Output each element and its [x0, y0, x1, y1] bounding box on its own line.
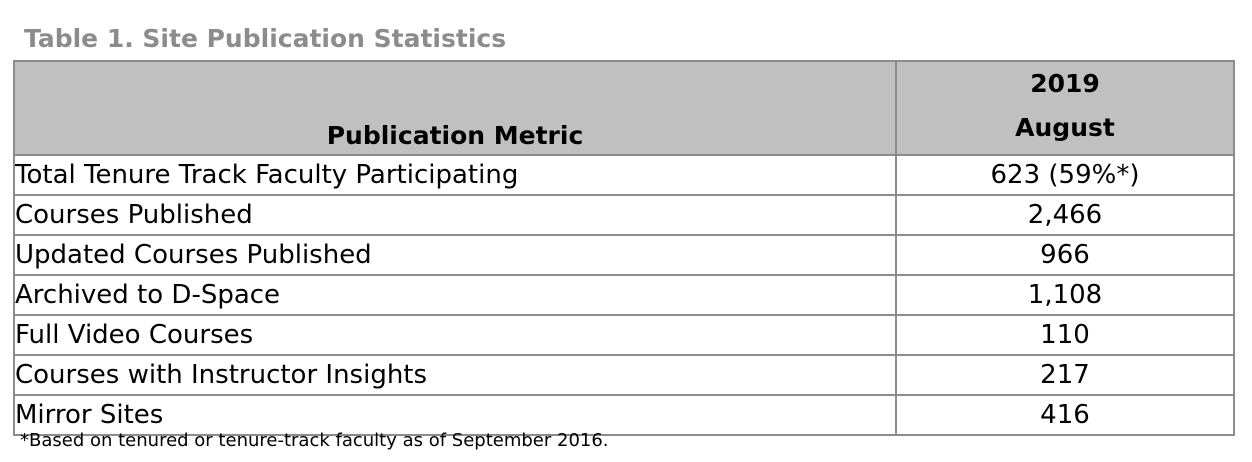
row-metric-value: 2,466: [895, 194, 1235, 236]
row-metric-label: Full Video Courses: [13, 314, 897, 356]
table-row: Updated Courses Published 966: [13, 234, 1235, 276]
table-row: Total Tenure Track Faculty Participating…: [13, 154, 1235, 196]
table-row: Archived to D-Space 1,108: [13, 274, 1235, 316]
header-month: August: [1015, 113, 1115, 142]
table-row: Full Video Courses 110: [13, 314, 1235, 356]
row-metric-label: Updated Courses Published: [13, 234, 897, 276]
table-row: Courses Published 2,466: [13, 194, 1235, 236]
row-metric-value: 110: [895, 314, 1235, 356]
row-metric-label: Archived to D-Space: [13, 274, 897, 316]
table-footnote: *Based on tenured or tenure-track facult…: [20, 430, 609, 451]
table-header-row: Publication Metric 2019 August: [13, 60, 1235, 156]
row-metric-label: Mirror Sites: [13, 394, 897, 436]
row-metric-value: 1,108: [895, 274, 1235, 316]
table-row: Courses with Instructor Insights 217: [13, 354, 1235, 396]
row-metric-label: Courses with Instructor Insights: [13, 354, 897, 396]
row-metric-value: 966: [895, 234, 1235, 276]
header-publication-metric: Publication Metric: [13, 60, 897, 156]
row-metric-label: Courses Published: [13, 194, 897, 236]
publication-stats-table: Publication Metric 2019 August Total Ten…: [13, 60, 1235, 436]
row-metric-value: 217: [895, 354, 1235, 396]
row-metric-label: Total Tenure Track Faculty Participating: [13, 154, 897, 196]
row-metric-value: 416: [895, 394, 1235, 436]
table-caption: Table 1. Site Publication Statistics: [24, 24, 507, 53]
table-row: Mirror Sites 416: [13, 394, 1235, 436]
row-metric-value: 623 (59%*): [895, 154, 1235, 196]
header-year: 2019: [1030, 69, 1100, 98]
header-2019-august: 2019 August: [895, 60, 1235, 156]
